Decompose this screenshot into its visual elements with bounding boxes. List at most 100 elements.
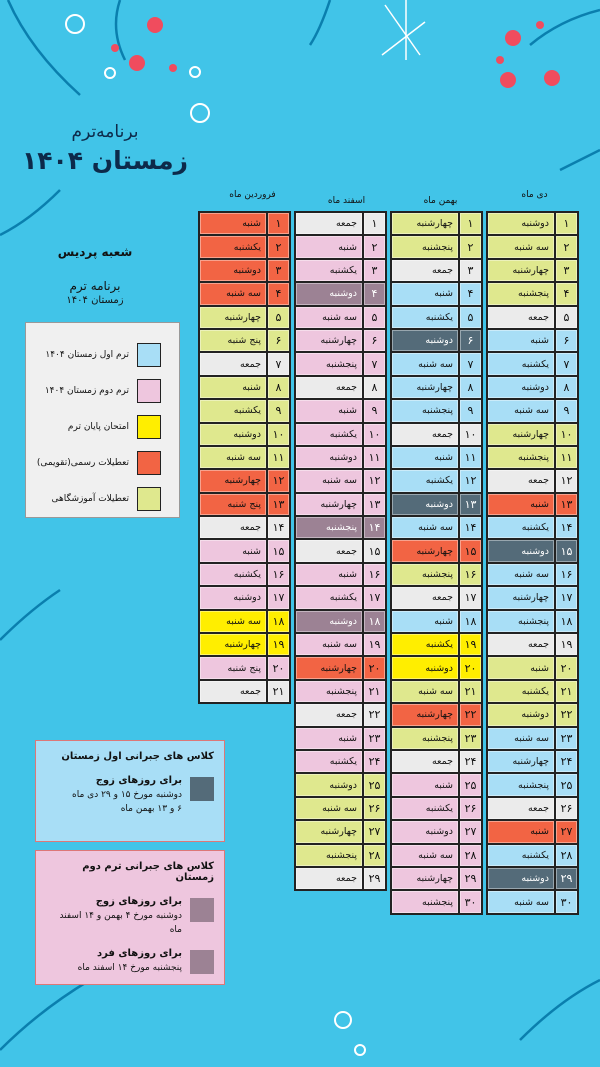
day-name: دوشنبه	[488, 540, 554, 562]
legend-label: تعطیلات آموزشگاهی	[51, 494, 129, 504]
day-number: ۲۵	[460, 774, 481, 796]
day-number: ۹	[460, 400, 481, 422]
day-row: ۳ جمعه	[392, 259, 481, 282]
day-number: ۲۷	[556, 821, 577, 843]
day-name: یکشنبه	[200, 400, 266, 422]
day-number: ۳	[460, 259, 481, 282]
day-row: ۲۱ پنجشنبه	[296, 680, 385, 703]
day-number: ۱۲	[556, 470, 577, 492]
day-name: یکشنبه	[296, 750, 362, 773]
day-number: ۲۷	[460, 821, 481, 843]
day-number: ۵	[364, 306, 385, 328]
subtitle-winter-year: زمستان ۱۴۰۴	[66, 295, 124, 306]
day-name: جمعه	[296, 540, 362, 562]
day-number: ۴	[460, 283, 481, 305]
day-name: یکشنبه	[392, 306, 458, 328]
day-number: ۱۱	[460, 446, 481, 469]
day-number: ۱۷	[268, 587, 289, 609]
day-name: چهارشنبه	[488, 423, 554, 445]
legend-label: تعطیلات رسمی(تقویمی)	[36, 458, 129, 468]
month-header-esfand: اسفند ماه	[327, 196, 366, 206]
day-number: ۵	[268, 306, 289, 328]
day-name: دوشنبه	[200, 587, 266, 609]
day-name: دوشنبه	[392, 657, 458, 679]
day-row: ۲۸ پنجشنبه	[296, 844, 385, 866]
day-name: سه شنبه	[488, 400, 554, 422]
makeup-title: کلاس های جبرانی اول زمستان	[61, 751, 214, 762]
day-row: ۱۷ جمعه	[392, 587, 481, 609]
day-name: یکشنبه	[488, 353, 554, 375]
day-name: پنجشنبه	[488, 774, 554, 796]
day-row: ۳ دوشنبه	[200, 259, 289, 282]
day-name: دوشنبه	[392, 821, 458, 843]
day-row: ۲۷ شنبه	[488, 821, 577, 843]
makeup-item-heading: برای روزهای زوج	[95, 896, 182, 907]
day-name: شنبه	[392, 446, 458, 469]
day-row: ۴ دوشنبه	[296, 283, 385, 305]
day-row: ۲۴ یکشنبه	[296, 750, 385, 773]
title-winter-year: زمستان ۱۴۰۴	[22, 146, 188, 175]
day-row: ۴ سه شنبه	[200, 283, 289, 305]
day-number: ۹	[268, 400, 289, 422]
day-name: جمعه	[296, 376, 362, 399]
day-name: چهارشنبه	[488, 259, 554, 282]
day-name: شنبه	[296, 727, 362, 749]
day-name: جمعه	[392, 587, 458, 609]
day-row: ۱۶ شنبه	[296, 563, 385, 586]
day-name: پنجشنبه	[392, 891, 458, 913]
day-row: ۲۶ یکشنبه	[392, 797, 481, 820]
makeup-swatch	[190, 777, 214, 801]
day-row: ۱۶ یکشنبه	[200, 563, 289, 586]
day-row: ۱۵ شنبه	[200, 540, 289, 562]
day-row: ۲۳ پنجشنبه	[392, 727, 481, 749]
day-row: ۱۵ چهارشنبه	[392, 540, 481, 562]
day-name: چهارشنبه	[392, 540, 458, 562]
day-row: ۱۲ چهارشنبه	[200, 470, 289, 492]
day-row: ۱۰ چهارشنبه	[488, 423, 577, 445]
day-number: ۲۷	[364, 821, 385, 843]
makeup-item: برای روزهای زوج دوشنبه مورخ ۴ بهمن و ۱۴ ا…	[46, 895, 214, 937]
day-row: ۵ چهارشنبه	[200, 306, 289, 328]
day-name: جمعه	[488, 470, 554, 492]
day-number: ۹	[556, 400, 577, 422]
day-name: چهارشنبه	[200, 634, 266, 656]
day-number: ۳۰	[460, 891, 481, 913]
day-name: جمعه	[392, 750, 458, 773]
day-name: شنبه	[296, 400, 362, 422]
day-row: ۱۱ پنجشنبه	[488, 446, 577, 469]
day-row: ۱۸ سه شنبه	[200, 610, 289, 633]
day-row: ۹ یکشنبه	[200, 400, 289, 422]
day-name: دوشنبه	[488, 213, 554, 235]
day-name: دوشنبه	[296, 283, 362, 305]
day-number: ۷	[364, 353, 385, 375]
day-number: ۸	[268, 376, 289, 399]
makeup-text: برای روزهای زوج دوشنبه مورخ ۴ بهمن و ۱۴ ا…	[46, 895, 182, 937]
day-number: ۶	[364, 329, 385, 352]
day-name: پنجشنبه	[296, 353, 362, 375]
day-number: ۱۵	[268, 540, 289, 562]
day-number: ۲۴	[364, 750, 385, 773]
day-name: جمعه	[488, 306, 554, 328]
month-header-farvardin: فروردین ماه	[229, 190, 276, 200]
branch-name: شعبه پردیس	[57, 245, 133, 259]
day-name: دوشنبه	[200, 259, 266, 282]
day-name: شنبه	[488, 329, 554, 352]
day-row: ۱۴ جمعه	[200, 517, 289, 539]
day-number: ۷	[268, 353, 289, 375]
legend-swatch	[137, 343, 161, 367]
legend-label: ترم دوم زمستان ۱۴۰۴	[44, 386, 129, 396]
day-name: دوشنبه	[488, 704, 554, 726]
day-number: ۲۸	[364, 844, 385, 866]
day-row: ۱ جمعه	[296, 213, 385, 235]
day-name: جمعه	[488, 797, 554, 820]
day-row: ۶ چهارشنبه	[296, 329, 385, 352]
day-number: ۹	[364, 400, 385, 422]
day-name: چهارشنبه	[392, 704, 458, 726]
day-number: ۲۲	[556, 704, 577, 726]
day-row: ۲۱ سه شنبه	[392, 680, 481, 703]
day-row: ۲ سه شنبه	[488, 236, 577, 258]
day-row: ۲۹ چهارشنبه	[392, 867, 481, 890]
color-legend: ترم اول زمستان ۱۴۰۴ ترم دوم زمستان ۱۴۰۴ ام…	[25, 322, 180, 518]
day-row: ۱۱ سه شنبه	[200, 446, 289, 469]
day-name: سه شنبه	[296, 470, 362, 492]
